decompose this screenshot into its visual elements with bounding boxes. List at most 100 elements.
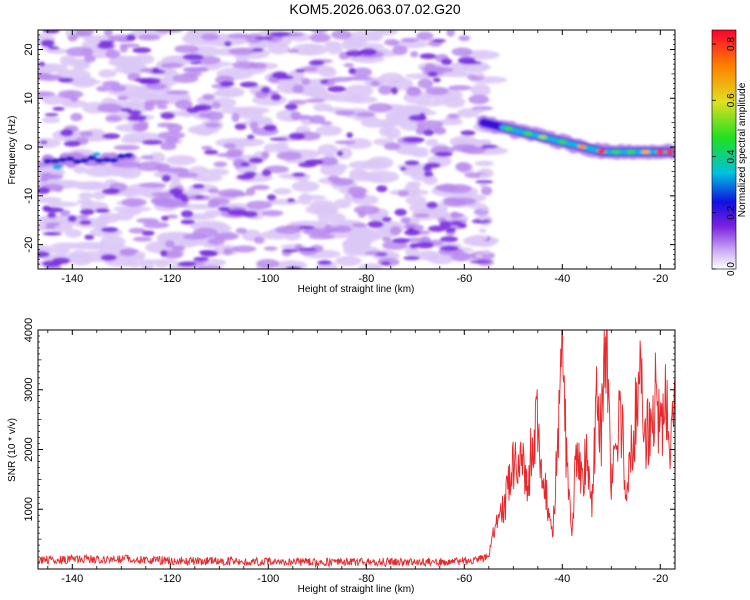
noise-blob-mid xyxy=(235,227,248,234)
noise-blob-strong xyxy=(38,250,50,258)
noise-blob-light xyxy=(47,48,69,54)
noise-blob-mid xyxy=(83,55,96,63)
noise-blob-mid xyxy=(246,200,273,210)
noise-blob-strong xyxy=(426,201,438,209)
colorbar-tick-label: 0.2 xyxy=(726,205,737,219)
noise-blob-light xyxy=(358,262,383,269)
noise-blob-strong xyxy=(298,225,315,230)
noise-blob-light xyxy=(336,147,353,160)
early-band-core xyxy=(87,155,97,161)
noise-blob-mid xyxy=(443,198,467,207)
noise-blob-light xyxy=(342,239,360,252)
noise-blob-strong xyxy=(287,198,296,203)
noise-blob-edge xyxy=(478,228,487,233)
noise-blob-mid xyxy=(251,184,270,191)
noise-blob-light xyxy=(405,195,427,206)
noise-blob-light xyxy=(303,44,319,55)
noise-blob-strong xyxy=(169,188,183,195)
noise-blob-mid xyxy=(160,62,184,69)
y-tick-label: -10 xyxy=(23,188,35,204)
noise-blob-mid xyxy=(223,143,237,149)
noise-blob-light xyxy=(319,163,346,177)
noise-blob-mid xyxy=(227,33,251,39)
noise-blob-strong xyxy=(132,47,152,54)
noise-blob-mid xyxy=(176,172,199,179)
noise-blob-mid xyxy=(223,248,234,256)
early-band-core xyxy=(124,152,134,159)
noise-blob-strong xyxy=(336,150,344,157)
noise-blob-light xyxy=(288,69,305,83)
noise-blob-mid xyxy=(216,152,242,158)
colorbar-gradient xyxy=(712,30,736,269)
noise-blob-strong xyxy=(60,129,74,137)
noise-blob-mid xyxy=(221,192,249,197)
early-band-core xyxy=(43,158,53,164)
noise-blob-light xyxy=(360,118,389,128)
noise-blob-mid xyxy=(172,73,199,84)
noise-blob-strong xyxy=(57,77,74,83)
noise-blob-strong xyxy=(200,250,219,257)
noise-blob-strong xyxy=(126,34,136,42)
noise-blob-mid xyxy=(447,113,459,119)
noise-blob-light xyxy=(78,192,94,200)
noise-blob-mid xyxy=(137,34,161,41)
noise-blob-light xyxy=(341,38,364,51)
noise-blob-strong xyxy=(203,149,219,155)
noise-blob-light xyxy=(241,119,274,127)
noise-blob-strong xyxy=(281,248,298,253)
noise-blob-light xyxy=(178,239,198,248)
noise-blob-mid xyxy=(378,85,393,95)
y-tick-label: -20 xyxy=(23,237,35,253)
noise-blob-light xyxy=(357,43,385,49)
noise-blob-strong xyxy=(432,38,447,43)
x-tick-label: -80 xyxy=(358,273,374,285)
x-tick-label: -120 xyxy=(159,273,181,285)
noise-blob-strong xyxy=(376,185,388,193)
noise-blob-mid xyxy=(121,197,147,207)
noise-blob-strong xyxy=(224,40,232,47)
x-tick-label: -120 xyxy=(159,573,181,585)
noise-blob-strong xyxy=(434,151,453,157)
x-tick-label: -140 xyxy=(61,573,83,585)
noise-blob-strong xyxy=(79,220,92,226)
noise-blob-mid xyxy=(309,32,331,43)
noise-blob-mid xyxy=(276,151,303,161)
noise-blob-mid xyxy=(253,236,265,244)
noise-blob-mid xyxy=(39,175,49,183)
noise-blob-mid xyxy=(261,150,270,159)
noise-blob-mid xyxy=(351,223,368,228)
noise-blob-mid xyxy=(451,47,473,57)
x-tick-label: -100 xyxy=(257,573,279,585)
noise-blob-strong xyxy=(101,188,120,195)
noise-blob-mid xyxy=(207,200,220,208)
noise-blob-light xyxy=(64,229,83,238)
noise-blob-strong xyxy=(227,209,249,216)
early-band-core xyxy=(109,157,119,163)
noise-blob-strong xyxy=(263,124,277,132)
noise-blob-light xyxy=(318,67,337,77)
noise-blob-mid xyxy=(331,30,352,40)
noise-blob-mid xyxy=(128,227,146,234)
noise-blob-mid xyxy=(451,144,479,153)
noise-blob-mid xyxy=(310,30,329,33)
colorbar-tick-label: 0.0 xyxy=(726,262,737,276)
noise-blob-light xyxy=(52,247,71,255)
noise-blob-edge xyxy=(478,216,487,221)
noise-blob-mid xyxy=(389,225,402,236)
noise-blob-light xyxy=(474,160,494,167)
noise-blob-mid xyxy=(211,101,221,110)
noise-blob-light xyxy=(205,168,230,176)
noise-blob-strong xyxy=(403,255,421,261)
noise-blob-mid xyxy=(75,30,95,35)
noise-blob-mid xyxy=(204,122,221,129)
noise-blob-strong xyxy=(269,137,289,141)
colorbar: 0.0 0.2 0.4 0.6 0.8 Normalized spectral ampl… xyxy=(711,29,748,276)
noise-blob-strong xyxy=(134,78,152,83)
main-band-hotspot xyxy=(665,149,675,155)
y-tick-label: 0 xyxy=(23,144,35,150)
main-band-hotspot xyxy=(597,149,606,154)
noise-blob-strong xyxy=(327,85,347,93)
noise-blob-mid xyxy=(403,223,417,230)
noise-blob-light xyxy=(456,108,480,118)
noise-blob-mid xyxy=(370,80,381,87)
